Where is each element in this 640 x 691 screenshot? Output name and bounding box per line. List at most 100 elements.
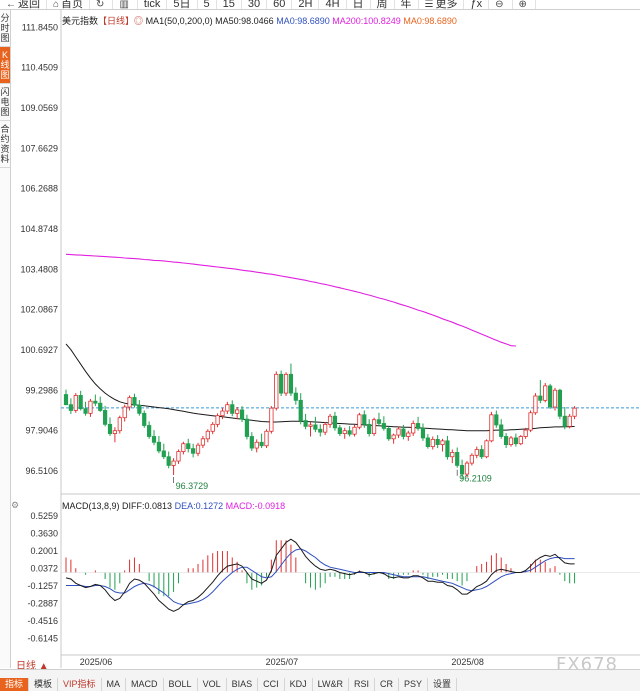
candle-body <box>391 434 396 440</box>
candle-body <box>503 436 509 445</box>
ma200-line <box>65 253 516 347</box>
toolbar-5min-button[interactable]: 5 <box>198 0 217 9</box>
back-icon: ← <box>6 0 16 10</box>
price-tick-label: 106.2688 <box>20 184 58 194</box>
candle-body <box>269 407 274 432</box>
toolbar-60min-button[interactable]: 60 <box>267 0 293 10</box>
price-tick-label: 99.2986 <box>25 385 58 395</box>
toolbar-formula-button[interactable]: ƒx <box>464 0 490 9</box>
macd-settings-icon[interactable]: ⚙ <box>11 500 20 510</box>
bottom-tab-10[interactable]: LW&R <box>312 678 349 691</box>
candle-body <box>107 423 113 434</box>
toolbar-4h-button[interactable]: 4H <box>319 0 347 9</box>
bottom-indicator-bar: 指标 模板 VIP指标 MA MACD BOLL VOL BIAS CCI KDJ LW&R RSI C… <box>0 669 640 691</box>
bottom-tab-3[interactable]: MA <box>101 678 127 691</box>
price-tick-label: 96.5106 <box>25 466 58 476</box>
bottom-tab-1[interactable]: 模板 <box>29 678 59 691</box>
top-toolbar: ← 返回 ⌂ 首页 ↻ ▥ tick 5日 5 15 30 60 2H 4H 日周年 ☰ 更多 ƒx ⊖ ⊕ <box>0 0 640 10</box>
toolbar-indicators-button[interactable]: ▥ <box>113 0 138 9</box>
price-tick-label: 111.8450 <box>22 22 58 32</box>
bottom-tab-6[interactable]: VOL <box>197 678 227 691</box>
candle-body <box>78 395 83 410</box>
tab-flash[interactable]: 闪电图 <box>0 84 10 121</box>
candle-body <box>376 419 382 424</box>
macd-tick-label: 0.2001 <box>30 546 58 556</box>
toolbar-more-button[interactable]: ☰ 更多 <box>419 0 465 9</box>
candle-body <box>274 373 279 409</box>
price-tick-label: 110.4509 <box>21 63 58 73</box>
toolbar-2h-button[interactable]: 2H <box>292 0 320 9</box>
tab-timeshare[interactable]: 分时图 <box>0 10 10 47</box>
toolbar-15min-button[interactable]: 15 <box>217 0 242 9</box>
candle-body <box>484 440 489 458</box>
toolbar-back-button[interactable]: ← 返回 <box>0 0 47 9</box>
candle-body <box>513 437 518 445</box>
toolbar-back-label: 返回 <box>18 0 40 10</box>
candle-body <box>293 392 298 401</box>
toolbar-60min-label: 60 <box>273 0 286 10</box>
candle-body <box>337 427 342 435</box>
candle-body <box>469 454 474 464</box>
candle-body <box>552 389 558 408</box>
bottom-tab-13[interactable]: PSY <box>398 678 428 691</box>
candle-body <box>474 449 479 456</box>
candle-body <box>112 430 117 435</box>
bottom-tab-7[interactable]: BIAS <box>226 678 259 691</box>
toolbar-year-button[interactable]: 年 <box>395 0 419 9</box>
bottom-tab-14[interactable]: 设置 <box>427 678 457 691</box>
toolbar-refresh-button[interactable]: ↻ <box>90 0 114 9</box>
toolbar-week-button[interactable]: 周 <box>371 0 395 9</box>
toolbar-30min-label: 30 <box>247 0 261 10</box>
period-label[interactable]: 日线 ▲ <box>16 661 49 672</box>
candle-body <box>543 385 548 401</box>
bottom-tab-9[interactable]: KDJ <box>284 678 313 691</box>
date-tick-label: 2025/07 <box>266 657 299 667</box>
candle-body <box>313 424 318 430</box>
candle-body <box>225 404 230 412</box>
candle-body <box>308 424 313 427</box>
bottom-tab-5[interactable]: BOLL <box>163 678 198 691</box>
candle-body <box>230 404 235 414</box>
candle-body <box>523 429 528 437</box>
candle-body <box>303 420 308 427</box>
more-icon: ☰ <box>424 0 434 10</box>
toolbar-week-label: 周 <box>376 0 388 10</box>
candle-body <box>445 440 450 458</box>
price-tick-label: 102.0867 <box>20 305 58 315</box>
tab-contract[interactable]: 合约资料 <box>0 121 10 168</box>
toolbar-zoom-in-button[interactable]: ⊕ <box>513 0 536 9</box>
bottom-tab-12[interactable]: CR <box>374 678 399 691</box>
zoom-in-icon: ⊕ <box>518 0 527 10</box>
candle-body <box>401 428 406 437</box>
candle-body <box>137 404 142 414</box>
toolbar-day-button[interactable]: 日 <box>347 0 371 9</box>
bottom-tab-4[interactable]: MACD <box>126 678 164 691</box>
candle-body <box>156 441 162 452</box>
candle-body <box>440 440 445 445</box>
bottom-tab-2[interactable]: VIP指标 <box>58 678 102 691</box>
candle-body <box>494 414 499 426</box>
candle-body <box>533 395 538 414</box>
price-tick-label: 104.8748 <box>20 224 58 234</box>
toolbar-30min-button[interactable]: 30 <box>242 0 268 10</box>
bottom-tab-0[interactable]: 指标 <box>0 678 30 691</box>
legend-period: 【日线】 <box>98 16 135 26</box>
legend-eye-icon[interactable]: ◎ <box>134 16 144 26</box>
toolbar-zoom-out-button[interactable]: ⊖ <box>489 0 513 9</box>
candle-body <box>367 423 372 434</box>
toolbar-home-button[interactable]: ⌂ 首页 <box>47 0 91 9</box>
toolbar-more-label: 更多 <box>435 0 458 10</box>
candle-body <box>93 400 98 404</box>
candle-body <box>332 415 338 429</box>
candle-body <box>279 373 284 394</box>
macd-tick-label: 0.3630 <box>30 528 58 538</box>
macd-legend-diff: DIFF:0.0813 <box>122 501 173 511</box>
candle-body <box>479 449 484 458</box>
toolbar-5day-button[interactable]: 5日 <box>167 0 198 9</box>
bottom-tab-11[interactable]: RSI <box>348 678 375 691</box>
candle-body <box>420 427 426 439</box>
bottom-tab-8[interactable]: CCI <box>258 678 285 691</box>
toolbar-tick-button[interactable]: tick <box>138 0 168 9</box>
date-tick-label: 2025/08 <box>451 657 484 667</box>
